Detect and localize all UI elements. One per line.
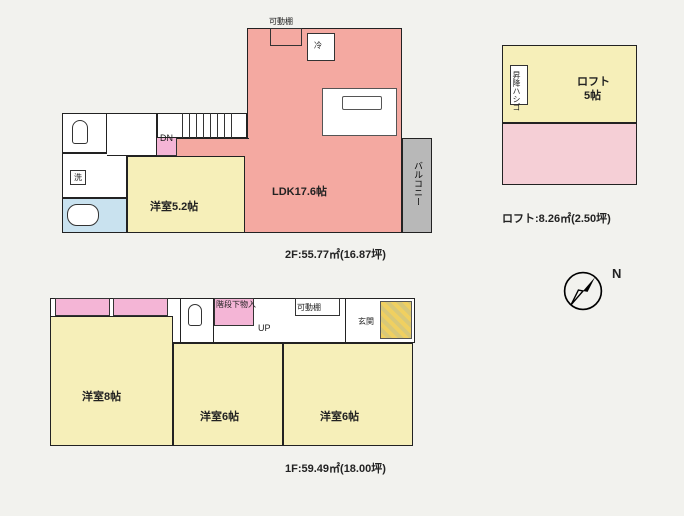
hall-2f (107, 113, 157, 156)
entrance-tile (380, 301, 412, 339)
movable-shelf-2f (270, 28, 302, 46)
loft-area: ロフト:8.26㎡(2.50坪) (502, 210, 611, 226)
loft-ladder-label: 昇降ハシゴ (511, 71, 522, 111)
bathtub (67, 204, 99, 226)
bedroom-5-2 (127, 156, 245, 233)
under-stairs-label: 階段下物入 (216, 301, 256, 309)
stairs-lines (182, 113, 237, 138)
kitchen-sink (342, 96, 382, 110)
compass (560, 268, 606, 314)
bedroom-6b-label: 洋室6帖 (320, 408, 359, 424)
floor-1f-area: 1F:59.49㎡(18.00坪) (285, 460, 386, 476)
wash-label: 洗 (70, 170, 86, 185)
ldk-label: LDK17.6帖 (272, 183, 327, 199)
floor-1f: 階段下物入 UP 可動棚 玄関 洋室8帖 洋室6帖 洋室6帖 (50, 298, 440, 458)
loft-bottom (502, 123, 637, 185)
bedroom-8 (50, 316, 173, 446)
bedroom-6a-label: 洋室6帖 (200, 408, 239, 424)
bedroom-6b (283, 343, 413, 446)
floor-2f-area: 2F:55.77㎡(16.87坪) (285, 246, 386, 262)
fridge-label: 冷 (314, 40, 322, 51)
balcony: バルコニー (402, 138, 432, 233)
bedroom-6a (173, 343, 283, 446)
bedroom-5-2-label: 洋室5.2帖 (150, 198, 198, 214)
loft-label-2: 5帖 (584, 87, 601, 103)
dn-label: DN (160, 133, 173, 143)
movable-shelf-2f-label: 可動棚 (269, 16, 293, 27)
bedroom-8-label: 洋室8帖 (82, 388, 121, 404)
floor-2f: LDK17.6帖 冷 可動棚 バルコニー 洋室5.2帖 DN 洗 (42, 28, 432, 248)
loft: ロフト 5帖 昇降ハシゴ (502, 45, 637, 195)
closet-1f-a (55, 298, 110, 316)
movable-shelf-1f-label: 可動棚 (297, 302, 321, 313)
up-label: UP (258, 323, 271, 333)
toilet-icon (72, 120, 88, 144)
closet-1f-b (113, 298, 168, 316)
entrance-label: 玄関 (358, 316, 374, 327)
toilet-icon-1f (188, 304, 202, 326)
compass-n: N (612, 266, 621, 281)
balcony-label: バルコニー (412, 161, 425, 206)
